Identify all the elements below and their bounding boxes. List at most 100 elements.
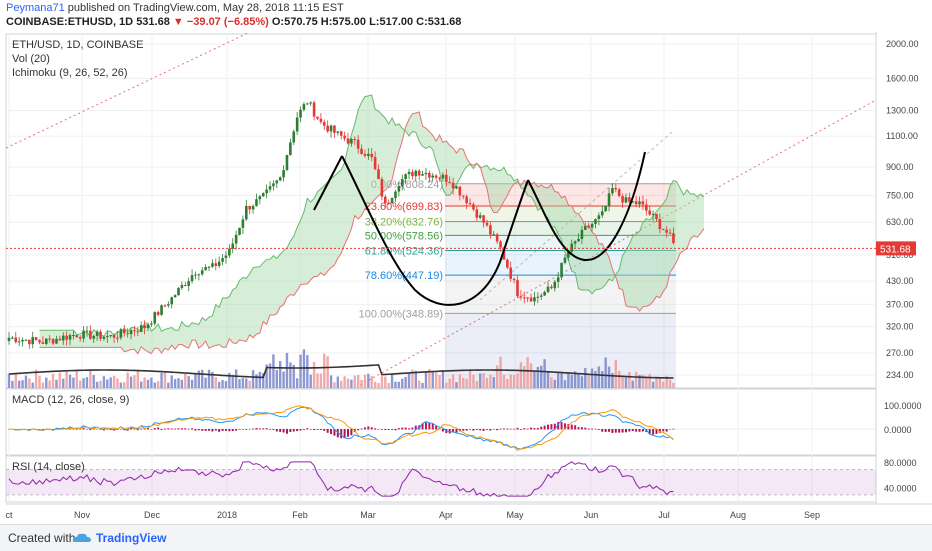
candle [397, 181, 401, 197]
candle-body [282, 170, 285, 178]
candle-body [299, 109, 302, 118]
volume-bar [665, 375, 668, 388]
volume-bar [631, 380, 634, 388]
candle-body [475, 209, 479, 218]
candle [495, 232, 499, 244]
volume-bar [95, 381, 99, 388]
price-axis-tick: 234.00 [886, 370, 914, 380]
volume-bar [146, 379, 150, 388]
candle-body [377, 169, 380, 180]
cup-drawing [313, 151, 646, 306]
price-axis-tick: 1100.00 [886, 131, 918, 141]
candle-body [339, 131, 343, 136]
candle-body [106, 335, 109, 337]
volume-bar [363, 374, 367, 388]
macd-hist-bar [550, 424, 553, 430]
candle [38, 339, 41, 345]
volume-bar [614, 359, 618, 388]
volume-bar [373, 381, 377, 388]
volume-bar [482, 373, 485, 388]
volume-bar [7, 373, 11, 388]
candle-body [61, 335, 65, 341]
macd-hist-bar [411, 427, 414, 430]
candle [621, 193, 624, 209]
candle-body [180, 285, 184, 288]
volume-bar [597, 366, 601, 388]
rsi-axis-tick: 80.0000 [884, 458, 917, 468]
price-axis-tick: 1600.00 [886, 73, 919, 83]
macd-hist-bar [289, 429, 292, 432]
candle [55, 335, 58, 345]
candle [417, 168, 421, 180]
candle [448, 176, 451, 184]
candle [11, 336, 14, 340]
volume-bar [438, 375, 441, 388]
candle [197, 273, 201, 281]
candle [109, 335, 112, 338]
candle-body [170, 297, 174, 305]
candle-body [455, 186, 458, 189]
candle [28, 339, 31, 349]
candle [553, 279, 557, 292]
volume-bar [21, 380, 24, 388]
candle [187, 277, 190, 292]
last-price-tag [876, 241, 916, 256]
price-axis-tick: 2000.00 [886, 39, 919, 49]
candle-body [628, 197, 631, 202]
macd-hist-bar [597, 429, 600, 430]
candle [173, 294, 177, 298]
candle [68, 333, 72, 346]
macd-hist-bar [380, 429, 383, 430]
volume-bar [390, 374, 394, 388]
macd-hist-bar [224, 429, 227, 431]
candle [214, 258, 218, 271]
time-axis-tick: Aug [730, 510, 746, 520]
macd-hist-bar [350, 429, 353, 436]
candle [268, 181, 272, 193]
macd-axis-tick: 0.0000 [884, 425, 912, 435]
candle [394, 189, 397, 203]
candle-body [89, 330, 92, 339]
volume-bar [343, 376, 346, 388]
macd-hist-bar [252, 428, 255, 430]
candle-body [431, 175, 435, 178]
volume-bar [238, 379, 241, 388]
candle [509, 261, 513, 282]
candle [309, 101, 313, 106]
candle [146, 323, 150, 332]
macd-hist-bar [255, 427, 258, 430]
candle [638, 196, 641, 208]
volume-bar [601, 371, 604, 388]
macd-hist-bar [624, 429, 627, 433]
drawn-cup-curve [341, 155, 529, 306]
candle [434, 173, 438, 181]
candle-body [126, 333, 129, 335]
footer-brand-link[interactable]: TradingView [96, 531, 167, 545]
candle [150, 320, 153, 327]
candle-body [590, 223, 594, 228]
chart-area[interactable]: 2000.00 1600.00 1300.00 1100.00 900.00 750.00… [0, 32, 932, 524]
publisher-link[interactable]: Peymana71 [6, 2, 65, 14]
candle-body [383, 196, 387, 203]
macd-hist-bar [594, 428, 597, 430]
volume-bar [441, 370, 445, 388]
candle-body [373, 157, 377, 170]
candle [312, 100, 316, 121]
candle [478, 212, 482, 220]
candle-body [265, 189, 268, 194]
macd-hist-bar [89, 429, 92, 431]
macd-hist-bar [509, 428, 512, 430]
volume-bar [611, 372, 614, 388]
candle [194, 271, 197, 280]
candle-body [597, 215, 601, 220]
macd-hist-bar [75, 429, 78, 430]
volume-bar [251, 370, 255, 388]
volume-bar [112, 375, 116, 388]
candle-body [472, 204, 475, 210]
macd-hist-bar [472, 429, 475, 431]
macd-hist-bar [475, 429, 478, 430]
volume-bar [655, 376, 658, 388]
volume-bar [407, 373, 411, 388]
candle-body [21, 339, 24, 342]
candle-body [163, 305, 167, 307]
